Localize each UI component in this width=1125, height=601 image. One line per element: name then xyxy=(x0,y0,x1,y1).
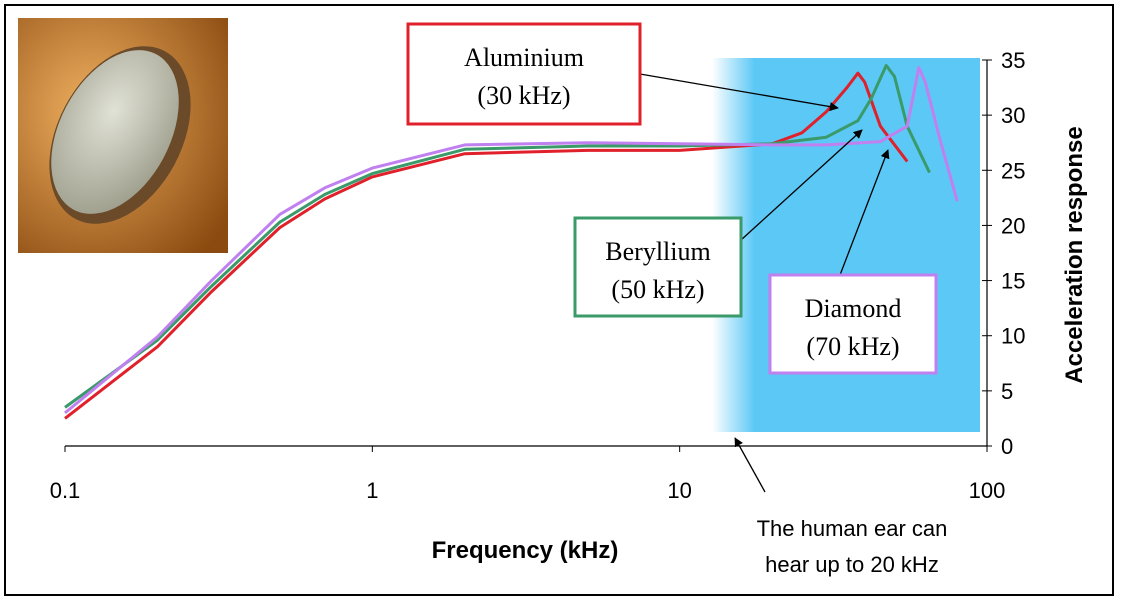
callout-arrow xyxy=(839,149,890,276)
series-name: Beryllium xyxy=(605,237,710,266)
series-note: (30 kHz) xyxy=(477,81,570,110)
x-tick-label: 100 xyxy=(969,478,1006,503)
audible-limit-band xyxy=(712,58,980,432)
y-tick-label: 30 xyxy=(1001,103,1025,128)
callout-box xyxy=(406,22,642,126)
series-line xyxy=(64,66,959,415)
callout-arrow xyxy=(639,73,839,112)
series-line xyxy=(64,71,909,420)
y-tick-label: 20 xyxy=(1001,213,1025,238)
y-tick-label: 0 xyxy=(1001,434,1013,459)
y-tick-label: 10 xyxy=(1001,324,1025,349)
series-name: Aluminium xyxy=(464,43,584,72)
annotation-arrow xyxy=(734,437,766,493)
photo xyxy=(18,18,228,253)
annotation-text: hear up to 20 kHz xyxy=(765,552,939,577)
x-tick-label: 1 xyxy=(366,478,378,503)
y-axis-title: Acceleration response xyxy=(1061,126,1088,383)
x-tick-label: 10 xyxy=(667,478,691,503)
x-tick-label: 0.1 xyxy=(50,478,81,503)
y-tick-label: 5 xyxy=(1001,379,1013,404)
series-note: (70 kHz) xyxy=(806,332,899,361)
y-tick-label: 25 xyxy=(1001,158,1025,183)
callout-box xyxy=(573,216,743,318)
x-axis-title: Frequency (kHz) xyxy=(432,537,619,564)
annotation-text: The human ear can xyxy=(757,516,948,541)
series-note: (50 kHz) xyxy=(611,275,704,304)
callout-box xyxy=(768,273,938,375)
y-tick-label: 35 xyxy=(1001,48,1025,73)
plot: 0 5 10 15 20 25 30 35 0.1 1 10 100 Frequency (kHz) Ac… xyxy=(50,22,1088,577)
callout-arrow xyxy=(740,129,863,241)
series-line xyxy=(64,64,931,409)
series-name: Diamond xyxy=(805,294,902,323)
y-tick-label: 15 xyxy=(1001,269,1025,294)
